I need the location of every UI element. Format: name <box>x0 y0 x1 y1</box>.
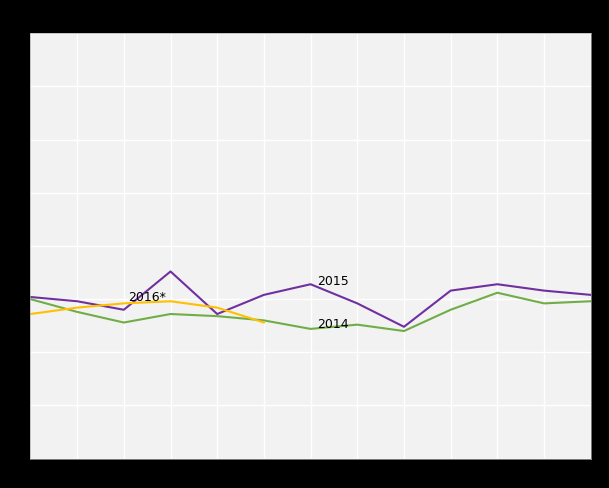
Text: 2015: 2015 <box>318 275 350 287</box>
Text: 2016*: 2016* <box>128 290 166 304</box>
Text: 2014: 2014 <box>318 317 349 330</box>
